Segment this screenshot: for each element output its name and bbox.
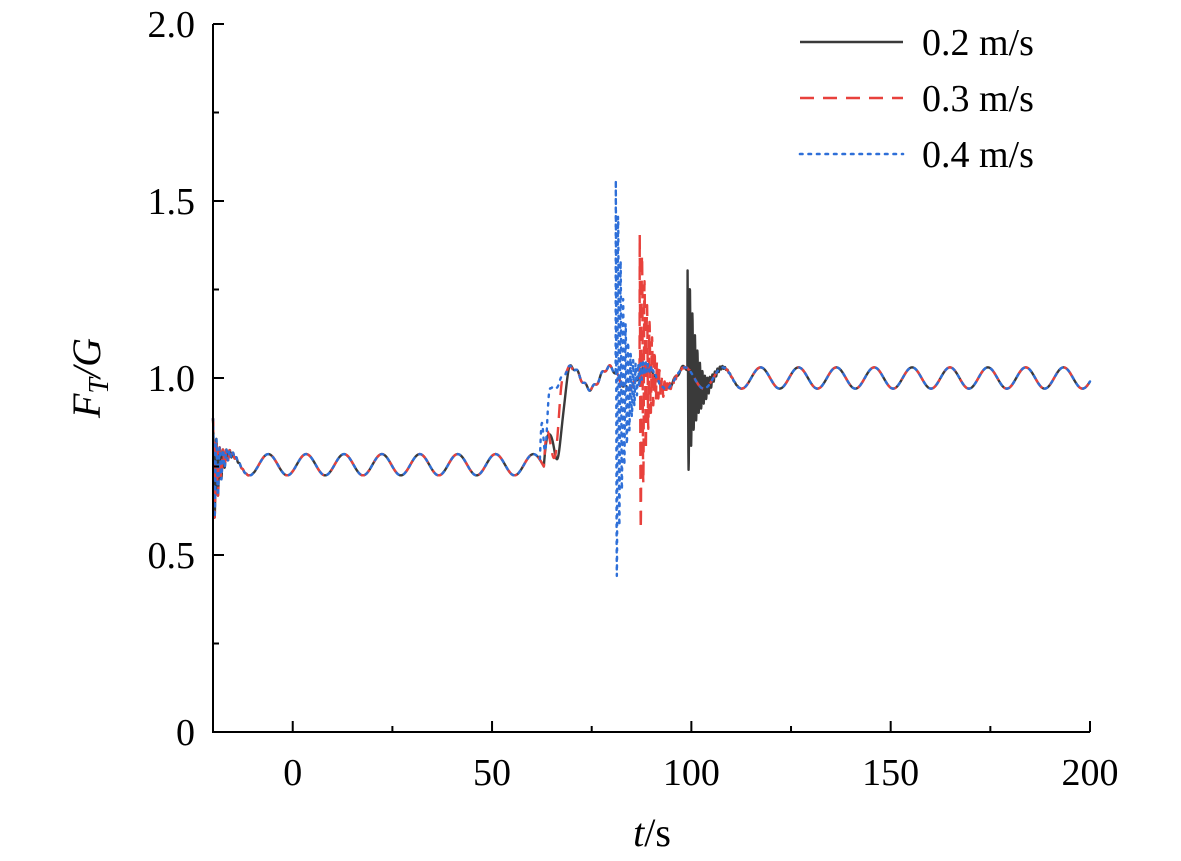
y-axis-label-sub: T [84, 376, 115, 394]
x-axis-label-unit: /s [644, 810, 671, 855]
plot-series [211, 179, 1092, 578]
tick-labels: 0 50 100 150 200 0 0.5 1.0 1.5 2.0 [148, 4, 1119, 794]
x-tick-label: 50 [473, 752, 511, 794]
y-axis-label-main: F [64, 393, 109, 419]
legend: 0.2 m/s 0.3 m/s 0.4 m/s [798, 22, 1034, 176]
y-tick-label: 0.5 [148, 535, 196, 577]
y-tick-label: 1.5 [148, 181, 196, 223]
legend-label: 0.3 m/s [922, 78, 1034, 120]
x-tick-label: 100 [663, 752, 720, 794]
x-axis-label-var: t [633, 810, 645, 855]
y-tick-label: 1.0 [148, 358, 196, 400]
x-tick-label: 150 [862, 752, 919, 794]
legend-label: 0.2 m/s [922, 22, 1034, 64]
series-line-2 [211, 233, 1092, 531]
ticks [213, 23, 1091, 733]
y-axis-label: FT/G [64, 338, 115, 419]
y-tick-label: 2.0 [148, 4, 196, 46]
legend-label: 0.4 m/s [922, 134, 1034, 176]
x-axis-label: t/s [633, 810, 671, 855]
axes [212, 24, 1090, 733]
x-tick-label: 200 [1062, 752, 1119, 794]
series-line-3 [211, 179, 1092, 578]
y-tick-label: 0 [176, 712, 195, 754]
y-axis-label-rest: /G [64, 338, 109, 380]
x-tick-label: 0 [283, 752, 302, 794]
